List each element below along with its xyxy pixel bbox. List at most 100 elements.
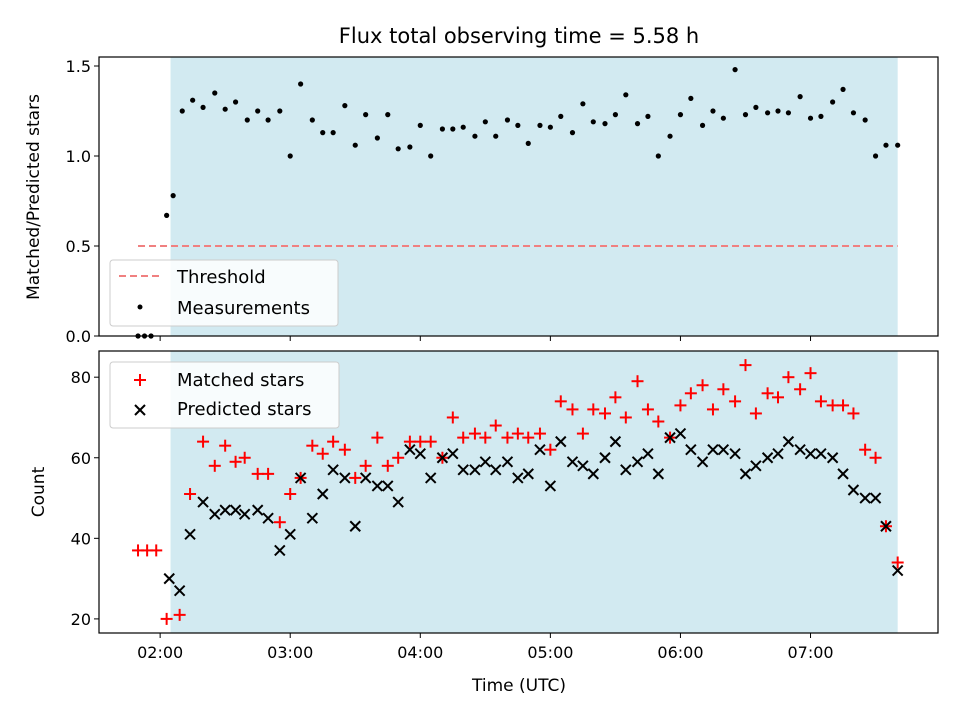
matched-star-point — [554, 395, 567, 408]
matched-star-point — [403, 435, 416, 448]
y-tick-label: 0.5 — [66, 237, 91, 256]
matched-star-point — [238, 451, 251, 464]
matched-star-point — [338, 443, 351, 456]
predicted-star-point — [674, 427, 687, 440]
measurement-point — [482, 119, 488, 125]
y-tick-label: 40 — [71, 529, 91, 548]
measurement-point — [840, 86, 846, 92]
matched-star-point — [674, 399, 687, 412]
measurement-point — [212, 90, 218, 96]
predicted-star-point — [804, 448, 817, 460]
x-tick-label: 03:00 — [267, 643, 313, 662]
measurement-point — [645, 113, 651, 119]
predicted-star-point — [251, 504, 264, 516]
matched-star-point — [219, 439, 232, 452]
predicted-star-point — [847, 484, 860, 496]
matched-star-point — [706, 403, 719, 416]
predicted-star-point — [414, 448, 426, 460]
matched-star-point — [837, 399, 850, 412]
matched-star-point — [446, 411, 459, 424]
predicted-star-point — [696, 456, 709, 468]
predicted-star-point — [424, 472, 437, 484]
measurement-point — [417, 122, 423, 128]
predicted-star-point — [750, 460, 762, 472]
measurement-point — [699, 122, 706, 128]
predicted-star-point — [173, 584, 186, 597]
predicted-star-point — [880, 520, 892, 532]
measurement-point — [287, 153, 293, 159]
x-tick-label: 07:00 — [787, 643, 833, 662]
bottom-panel-x-ticks: 02:00 03:00 04:00 05:00 06:00 07:00 — [137, 633, 834, 662]
predicted-star-point — [349, 520, 361, 532]
measurement-point — [602, 121, 608, 127]
chart-title: Flux total observing time = 5.58 h — [339, 24, 699, 48]
measurement-point — [785, 110, 792, 116]
measurement-point — [830, 99, 836, 105]
predicted-star-point — [652, 468, 665, 480]
top-legend-box — [109, 259, 339, 327]
predicted-star-point — [717, 443, 730, 456]
measurement-point — [170, 193, 176, 199]
predicted-star-point — [339, 472, 351, 484]
top-panel-marks — [135, 67, 901, 339]
predicted-star-point — [815, 448, 827, 460]
measurement-point — [439, 126, 446, 132]
x-tick-label: 06:00 — [657, 643, 703, 662]
measurement-point — [460, 124, 466, 130]
predicted-star-point — [469, 464, 481, 476]
predicted-star-point — [447, 448, 459, 460]
matched-star-point — [414, 435, 427, 448]
measurement-point — [537, 122, 543, 128]
predicted-star-point — [392, 496, 404, 508]
measurement-point — [352, 142, 358, 148]
x-tick-label: 04:00 — [397, 643, 443, 662]
legend-matched-swatch — [134, 374, 146, 386]
predicted-star-point — [327, 464, 339, 476]
bottom-legend-box — [109, 361, 340, 429]
predicted-star-point — [794, 443, 806, 456]
matched-star-point — [684, 387, 697, 400]
predicted-star-point — [685, 443, 697, 456]
matched-star-point — [511, 427, 524, 440]
predicted-star-point — [219, 504, 231, 516]
predicted-star-point — [729, 448, 741, 460]
matched-star-point — [891, 556, 904, 569]
measurement-point — [667, 133, 673, 139]
legend-predicted-swatch — [134, 404, 146, 416]
predicted-star-point — [782, 435, 795, 448]
matched-star-point — [316, 447, 329, 460]
y-tick-label: 60 — [71, 449, 91, 468]
measurement-point — [179, 108, 185, 114]
matched-star-point — [533, 427, 546, 440]
matched-star-point — [501, 431, 514, 444]
predicted-star-point — [707, 443, 719, 456]
matched-star-point — [826, 399, 839, 412]
matched-star-point — [599, 407, 612, 420]
measurement-point — [862, 117, 868, 123]
measurement-point — [190, 97, 196, 103]
measurement-point — [504, 117, 511, 123]
matched-star-point — [306, 439, 319, 452]
measurement-point — [525, 140, 531, 146]
top-legend: Threshold Measurements — [109, 259, 339, 327]
predicted-star-point — [490, 464, 502, 476]
predicted-star-point — [238, 508, 251, 520]
predicted-star-point — [371, 480, 384, 492]
measurement-point — [265, 117, 271, 123]
matched-star-point — [696, 379, 709, 392]
matched-star-point — [522, 431, 535, 444]
matched-star-point — [262, 467, 275, 480]
x-tick-label: 02:00 — [137, 643, 183, 662]
measurement-point — [200, 104, 206, 110]
measurement-point — [558, 113, 564, 119]
predicted-star-point — [534, 443, 546, 456]
measurement-point — [244, 117, 250, 123]
y-tick-label: 0.0 — [66, 327, 91, 346]
predicted-star-point — [859, 492, 871, 504]
matched-star-point — [489, 419, 502, 432]
predicted-star-point — [306, 512, 319, 524]
matched-star-point — [566, 403, 579, 416]
predicted-star-point — [869, 492, 882, 504]
